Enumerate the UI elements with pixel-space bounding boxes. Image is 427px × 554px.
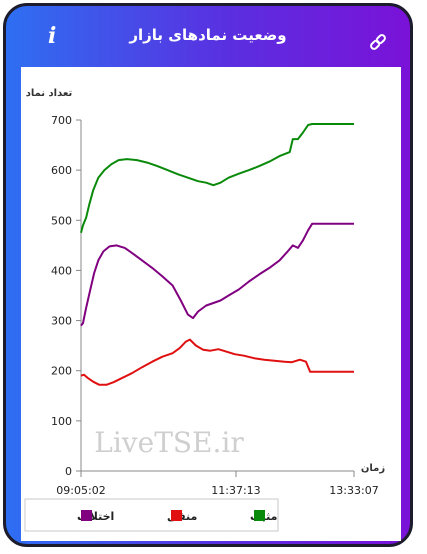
y-tick-label: 700 <box>51 114 72 127</box>
y-tick-label: 400 <box>51 264 72 277</box>
market-status-card: i وضعیت نمادهای بازار تعداد نماد زمان 0 1… <box>3 3 413 547</box>
x-tick-label: 13:33:07 <box>329 484 378 497</box>
x-tick-label: 11:37:13 <box>211 484 260 497</box>
y-tick-label: 200 <box>51 365 72 378</box>
series-line-2 <box>80 338 354 386</box>
chart-panel: تعداد نماد زمان 0 100 200 300 400 500 600 700 0… <box>21 67 401 541</box>
chart: تعداد نماد زمان 0 100 200 300 400 500 600 700 0… <box>24 88 385 532</box>
y-tick-label: 600 <box>51 164 72 177</box>
legend-box <box>24 498 279 532</box>
series-line-1 <box>80 123 354 234</box>
series-line-3 <box>80 222 354 327</box>
legend-swatch[interactable] <box>81 510 92 521</box>
x-axis-label: زمان <box>361 463 385 474</box>
link-icon[interactable] <box>368 32 388 52</box>
card-header: i وضعیت نمادهای بازار <box>6 6 410 70</box>
page-title: وضعیت نمادهای بازار <box>129 26 287 44</box>
legend-swatch[interactable] <box>171 510 182 521</box>
y-tick-label: 100 <box>51 415 72 428</box>
info-icon[interactable]: i <box>48 23 57 49</box>
y-axis-label: تعداد نماد <box>26 88 73 99</box>
y-tick-label: 500 <box>51 214 72 227</box>
watermark: LiveTSE.ir <box>94 426 244 459</box>
y-tick-label: 300 <box>51 315 72 328</box>
legend-swatch[interactable] <box>254 510 265 521</box>
x-tick-label: 09:05:02 <box>56 484 105 497</box>
y-tick-label: 0 <box>65 465 72 478</box>
